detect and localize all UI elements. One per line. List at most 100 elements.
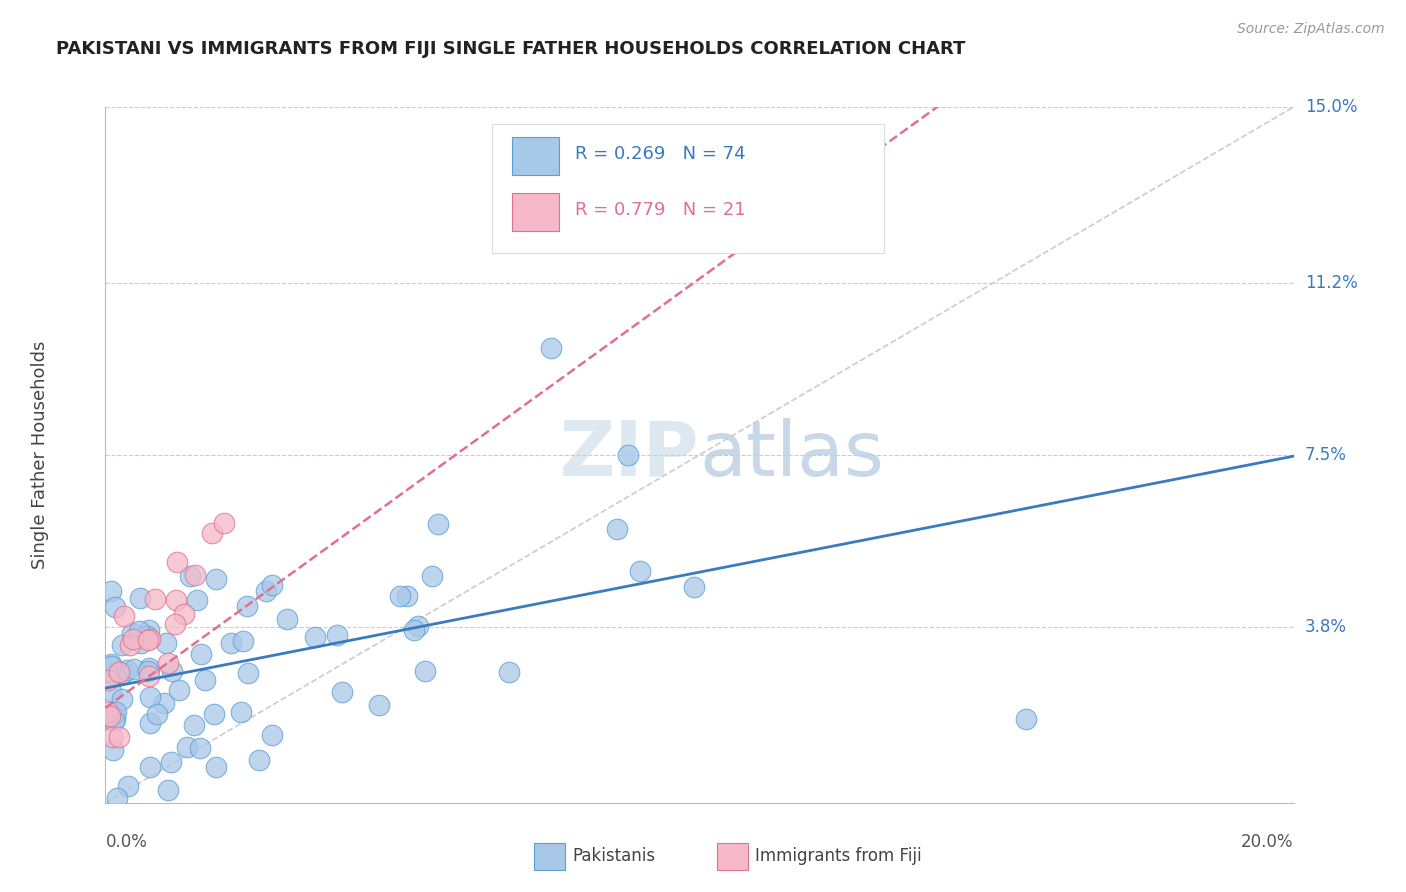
Point [138,715,160,730]
Text: ZIP: ZIP [560,418,700,491]
Point [229,705,252,719]
Point [104,712,127,726]
Point [194,673,217,687]
Point [427,517,450,532]
Point [139,690,162,704]
Point [128,624,150,639]
FancyBboxPatch shape [512,137,560,175]
Point [498,665,520,679]
Point [617,448,640,462]
Point [100,583,122,598]
Text: 20.0%: 20.0% [1241,833,1294,851]
Point [104,600,127,615]
Text: Immigrants from Fiji: Immigrants from Fiji [755,847,922,865]
Point [122,632,145,647]
Point [214,516,236,531]
Point [111,691,134,706]
Point [136,664,159,678]
Point [97,705,120,719]
Text: 11.2%: 11.2% [1305,275,1357,293]
Point [683,580,706,594]
Text: Source: ZipAtlas.com: Source: ZipAtlas.com [1237,22,1385,37]
Point [260,577,283,591]
Point [111,665,134,680]
Point [128,591,150,606]
Point [157,782,180,797]
Point [402,623,425,637]
Point [389,590,412,604]
Point [105,705,128,719]
Point [183,717,205,731]
Point [146,707,169,722]
FancyBboxPatch shape [512,193,560,231]
Point [145,592,167,607]
Text: R = 0.269   N = 74: R = 0.269 N = 74 [575,145,745,163]
Point [138,669,160,683]
Point [105,791,128,805]
Point [103,706,125,720]
Point [205,760,228,774]
Point [108,730,131,744]
Text: 7.5%: 7.5% [1305,446,1347,464]
Text: Single Father Households: Single Father Households [31,341,49,569]
Text: PAKISTANI VS IMMIGRANTS FROM FIJI SINGLE FATHER HOUSEHOLDS CORRELATION CHART: PAKISTANI VS IMMIGRANTS FROM FIJI SINGLE… [56,40,966,58]
Point [100,659,122,673]
Point [124,662,146,676]
Point [136,633,159,648]
Point [138,661,160,675]
Point [1015,712,1038,726]
Text: 15.0%: 15.0% [1305,98,1357,116]
Point [232,634,254,648]
Point [108,665,131,679]
Point [100,683,122,698]
Text: Pakistanis: Pakistanis [572,847,655,865]
Text: R = 0.779   N = 21: R = 0.779 N = 21 [575,201,745,219]
Point [238,666,260,681]
Point [165,592,187,607]
Point [98,709,121,723]
Point [101,743,124,757]
Text: 0.0%: 0.0% [105,833,148,851]
Point [540,341,562,355]
Point [155,636,177,650]
Point [179,569,201,583]
Point [112,609,135,624]
Point [100,657,122,671]
Point [188,741,211,756]
Point [111,638,134,652]
Point [156,656,179,670]
Point [413,664,436,678]
Point [176,740,198,755]
Point [236,599,259,613]
Point [186,592,208,607]
Point [325,628,347,642]
Point [628,564,651,578]
Point [160,755,183,769]
Point [139,632,162,646]
Point [138,623,160,637]
Point [160,664,183,678]
Point [103,714,125,728]
FancyBboxPatch shape [492,125,883,253]
Text: 3.8%: 3.8% [1305,617,1347,635]
Point [260,728,283,742]
Point [420,568,443,582]
Text: atlas: atlas [700,418,884,491]
Point [103,667,125,681]
Point [204,572,226,586]
Point [201,525,224,540]
Point [247,753,270,767]
Point [606,522,628,536]
Point [165,616,187,631]
Point [219,635,242,649]
Point [167,683,190,698]
Point [254,583,277,598]
Point [396,589,419,603]
Point [120,638,142,652]
Point [101,731,124,745]
Point [166,555,188,569]
Point [135,629,157,643]
Point [129,636,152,650]
Point [139,760,162,774]
Point [190,648,212,662]
